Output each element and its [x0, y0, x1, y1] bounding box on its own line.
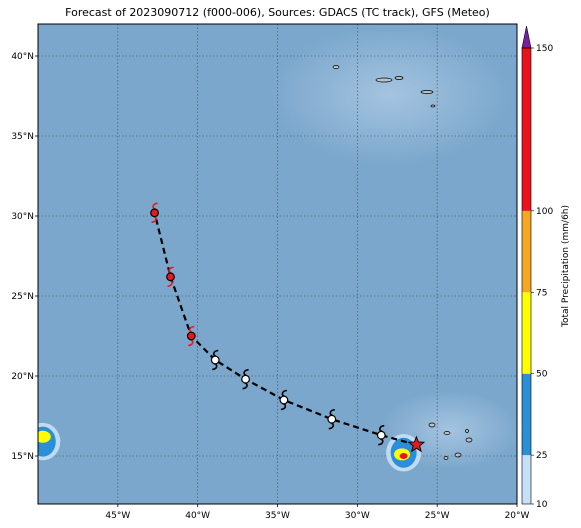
island [430, 104, 436, 108]
lon-tick-label: 25°W [425, 511, 450, 521]
colorbar-tick-label: 100 [536, 207, 553, 217]
colorbar-frame [521, 47, 532, 505]
hurricane-symbol-icon [166, 266, 175, 288]
map-axes: 45°W 40°W 35°W 30°W 25°W 20°W 15°N 20°N 25°N 30°N… [11, 52, 529, 521]
tropical-storm-symbol-icon [279, 389, 289, 411]
precip-blob [399, 453, 408, 459]
tropical-storm-symbol-icon [327, 408, 337, 430]
colorbar-tick-label: 150 [536, 44, 553, 54]
island [454, 452, 462, 458]
islands [332, 65, 473, 460]
colorbar: 10 25 50 75 100 150 Total Precipitation (mm/6h… [521, 25, 571, 510]
tropical-storm-symbol-icon [376, 424, 386, 446]
lat-tick-label: 30°N [11, 212, 34, 222]
island [428, 422, 436, 428]
colorbar-segment [522, 373, 531, 456]
tropical-storm-symbol-icon [210, 349, 220, 371]
background-haze [270, 25, 510, 165]
island [375, 77, 393, 83]
island [443, 456, 449, 460]
hurricane-symbol-icon [150, 202, 159, 224]
map-title: Forecast of 2023090712 (f000-006), Sourc… [65, 6, 490, 19]
lon-tick-label: 20°W [505, 511, 530, 521]
cyclone-track [150, 202, 426, 453]
lon-tick-label: 30°W [345, 511, 370, 521]
colorbar-label: Total Precipitation (mm/6h) [561, 205, 571, 328]
lat-tick-label: 15°N [11, 452, 34, 462]
tropical-storm-symbol-icon [241, 368, 250, 390]
island [443, 431, 451, 435]
colorbar-segment [522, 455, 531, 504]
colorbar-extend-triangle [521, 25, 532, 49]
colorbar-segment [522, 48, 531, 211]
lat-tick-label: 25°N [11, 292, 34, 302]
island [420, 90, 434, 94]
colorbar-tick-label: 25 [536, 451, 547, 461]
lat-tick-label: 40°N [11, 52, 34, 62]
gridlines [38, 24, 517, 504]
colorbar-segment [522, 210, 531, 293]
hurricane-symbol-icon [186, 325, 196, 347]
island [465, 429, 469, 433]
lat-tick-label: 35°N [11, 132, 34, 142]
lat-tick-label: 20°N [11, 372, 34, 382]
colorbar-tick-label: 50 [536, 370, 548, 380]
island [332, 65, 340, 69]
forecast-start-star-icon [407, 435, 426, 453]
island [394, 76, 404, 80]
colorbar-tick-label: 10 [536, 500, 548, 510]
colorbar-segment [522, 292, 531, 374]
island [465, 437, 473, 443]
precip-blob [38, 430, 51, 443]
lon-tick-label: 45°W [105, 511, 130, 521]
colorbar-tick-label: 75 [536, 288, 547, 298]
lon-tick-label: 40°W [185, 511, 210, 521]
lon-tick-label: 35°W [265, 511, 290, 521]
